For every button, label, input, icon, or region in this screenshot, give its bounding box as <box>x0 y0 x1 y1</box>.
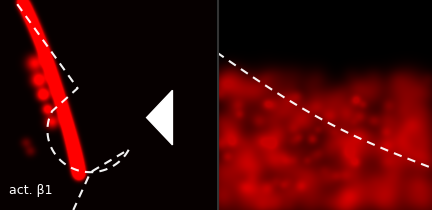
Polygon shape <box>146 90 172 145</box>
Text: act. β1: act. β1 <box>9 184 52 197</box>
